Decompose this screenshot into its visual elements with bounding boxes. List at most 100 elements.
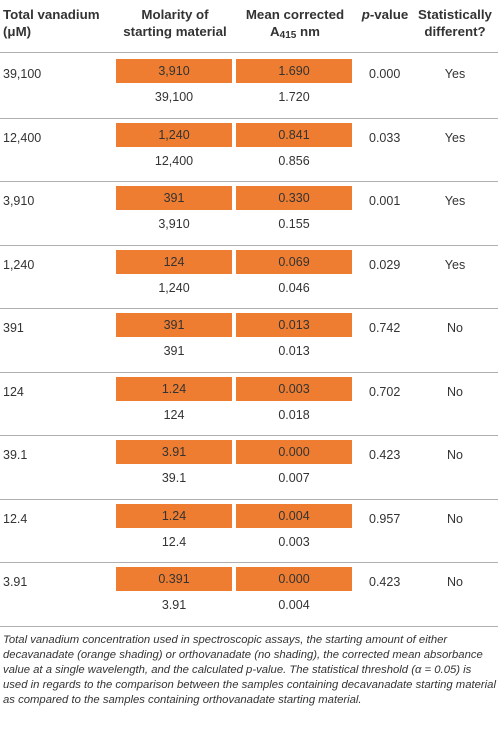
orthovanadate-absorbance-cell: 0.856 (278, 153, 310, 168)
row-rule (0, 371, 498, 373)
decavanadate-shading (116, 249, 232, 274)
header-rule (0, 52, 498, 53)
statistically-different-cell: Yes (444, 67, 466, 81)
header-p-value: p-value (356, 6, 414, 23)
decavanadate-molarity-cell: 391 (163, 191, 185, 205)
statistically-different-cell: No (447, 321, 463, 335)
decavanadate-molarity-cell: 1.24 (161, 381, 187, 396)
p-value-cell: 0.423 (369, 448, 401, 462)
decavanadate-absorbance-cell: 0.000 (278, 445, 310, 459)
decavanadate-shading (116, 376, 232, 401)
header-absorbance-line2: A415 nm (236, 23, 354, 44)
p-value-cell: 0.033 (369, 130, 401, 145)
decavanadate-shading (116, 59, 232, 83)
decavanadate-absorbance-cell: 1.690 (278, 64, 310, 78)
orthovanadate-absorbance-cell: 0.003 (278, 534, 310, 549)
decavanadate-shading (116, 122, 232, 147)
total-vanadium-cell: 391 (3, 321, 24, 335)
header-absorbance-line1: Mean corrected (245, 7, 345, 22)
total-vanadium-cell: 39.1 (3, 448, 28, 462)
header-total-vanadium: Total vanadium (μM) (3, 6, 113, 40)
total-vanadium-cell: 39,100 (3, 67, 42, 81)
orthovanadate-molarity-cell: 12.4 (161, 534, 187, 549)
p-value-cell: 0.000 (369, 67, 401, 81)
decavanadate-molarity-cell: 124 (163, 254, 185, 269)
header-absorbance-unit: nm (296, 24, 320, 39)
orthovanadate-molarity-cell: 1,240 (158, 280, 190, 295)
row-rule (0, 498, 498, 500)
decavanadate-molarity-cell: 0.391 (158, 572, 190, 586)
decavanadate-shading (116, 503, 232, 528)
header-different-line2: different? (424, 24, 486, 39)
orthovanadate-molarity-cell: 3.91 (161, 598, 187, 612)
decavanadate-absorbance-cell: 0.330 (278, 191, 310, 205)
row-rule (0, 244, 498, 246)
p-value-cell: 0.742 (369, 321, 401, 335)
decavanadate-molarity-cell: 3.91 (161, 445, 187, 459)
statistically-different-cell: Yes (444, 130, 466, 145)
decavanadate-molarity-cell: 1,240 (158, 127, 190, 142)
statistically-different-cell: Yes (444, 257, 466, 272)
decavanadate-shading (236, 567, 352, 591)
header-molarity-line2: starting material (123, 24, 227, 39)
decavanadate-shading (236, 440, 352, 464)
table-caption: Total vanadium concentration used in spe… (3, 634, 496, 706)
orthovanadate-molarity-cell: 124 (163, 407, 185, 422)
orthovanadate-molarity-cell: 3,910 (158, 217, 190, 231)
decavanadate-absorbance-cell: 0.013 (278, 318, 310, 332)
total-vanadium-cell: 3,910 (3, 194, 35, 208)
total-vanadium-cell: 12,400 (3, 130, 42, 145)
decavanadate-molarity-cell: 391 (163, 318, 185, 332)
orthovanadate-absorbance-cell: 0.155 (278, 217, 310, 231)
p-value-cell: 0.957 (369, 511, 401, 526)
decavanadate-shading (116, 440, 232, 464)
row-rule (0, 117, 498, 119)
statistically-different-cell: Yes (444, 194, 466, 208)
header-p-italic: p (361, 7, 370, 22)
header-p-rest: -value (369, 7, 409, 22)
row-rule (0, 181, 498, 182)
p-value-cell: 0.029 (369, 257, 401, 272)
decavanadate-shading (116, 313, 232, 337)
statistically-different-cell: No (447, 448, 463, 462)
p-value-cell: 0.702 (369, 384, 401, 399)
orthovanadate-absorbance-cell: 0.013 (278, 344, 310, 358)
header-absorbance: Mean corrected A415 nm (236, 6, 354, 44)
row-rule (0, 562, 498, 563)
header-molarity: Molarity of starting material (116, 6, 234, 40)
header-statistically-different: Statistically different? (412, 6, 498, 40)
header-total-vanadium-line1: Total vanadium (3, 7, 100, 22)
decavanadate-shading (116, 186, 232, 210)
decavanadate-absorbance-cell: 0.003 (278, 381, 310, 396)
decavanadate-shading (236, 59, 352, 83)
decavanadate-shading (236, 313, 352, 337)
row-rule (0, 308, 498, 309)
orthovanadate-absorbance-cell: 0.007 (278, 471, 310, 485)
statistically-different-cell: No (447, 511, 463, 526)
decavanadate-shading (236, 376, 352, 401)
orthovanadate-absorbance-cell: 0.046 (278, 280, 310, 295)
statistically-different-cell: No (447, 575, 463, 589)
orthovanadate-molarity-cell: 39,100 (154, 90, 194, 104)
orthovanadate-absorbance-cell: 0.004 (278, 598, 310, 612)
decavanadate-molarity-cell: 3,910 (158, 64, 190, 78)
row-rule (0, 625, 498, 627)
row-rule (0, 435, 498, 436)
orthovanadate-molarity-cell: 391 (163, 344, 185, 358)
header-absorbance-prefix: A (270, 24, 280, 39)
total-vanadium-cell: 124 (3, 384, 24, 399)
decavanadate-absorbance-cell: 0.069 (278, 254, 310, 269)
header-total-vanadium-unit: (μM) (3, 24, 32, 39)
total-vanadium-cell: 12.4 (3, 511, 28, 526)
header-different-line1: Statistically (418, 7, 492, 22)
decavanadate-shading (236, 249, 352, 274)
p-value-cell: 0.001 (369, 194, 401, 208)
orthovanadate-absorbance-cell: 1.720 (278, 90, 310, 104)
decavanadate-absorbance-cell: 0.000 (278, 572, 310, 586)
decavanadate-shading (236, 186, 352, 210)
header-absorbance-wavelength: 415 (279, 30, 297, 41)
decavanadate-shading (116, 567, 232, 591)
decavanadate-absorbance-cell: 0.004 (278, 508, 310, 523)
total-vanadium-cell: 1,240 (3, 257, 35, 272)
decavanadate-absorbance-cell: 0.841 (278, 127, 310, 142)
